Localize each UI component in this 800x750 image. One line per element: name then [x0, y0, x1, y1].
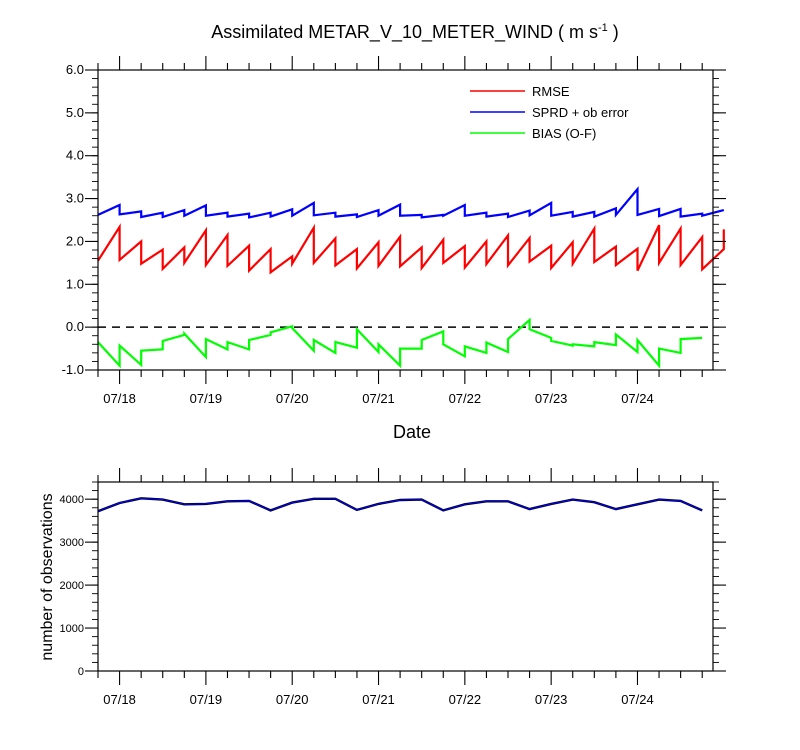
series-line-rmse — [97, 223, 725, 275]
bottom-xtick-label: 07/18 — [103, 692, 136, 707]
chart-title: Assimilated METAR_V_10_METER_WIND ( m s-… — [0, 22, 800, 43]
top-xtick-label: 07/18 — [103, 391, 136, 406]
top-xtick-label: 07/24 — [621, 391, 654, 406]
bottom-xtick-label: 07/20 — [276, 692, 309, 707]
bottom-xtick-label: 07/23 — [535, 692, 568, 707]
top-panel-ticks: 07/18 07/19 07/20 07/21 07/22 07/23 07/24 -1.0 0… — [62, 56, 726, 406]
top-xtick-label: 07/23 — [535, 391, 568, 406]
series-line-sprd — [97, 186, 725, 219]
chart-title-close: ) — [607, 22, 619, 42]
top-panel-xlabel: Date — [393, 422, 431, 442]
top-ytick-label: -1.0 — [62, 362, 84, 377]
top-xtick-label: 07/22 — [449, 391, 482, 406]
top-ytick-label: 2.0 — [66, 233, 84, 248]
bottom-panel-ticks: 07/18 07/19 07/20 07/21 07/22 07/23 07/24 0 1000… — [60, 468, 726, 707]
top-ytick-label: 0.0 — [66, 319, 84, 334]
bottom-ytick-label: 0 — [78, 666, 84, 678]
bottom-xtick-label: 07/22 — [449, 692, 482, 707]
top-ytick-label: 5.0 — [66, 105, 84, 120]
series-line-bias — [97, 317, 703, 369]
legend-label-rmse: RMSE — [532, 84, 570, 99]
bottom-ytick-label: 4000 — [60, 494, 84, 506]
chart-title-text: Assimilated METAR_V_10_METER_WIND ( m s — [211, 22, 598, 42]
top-xtick-label: 07/19 — [190, 391, 223, 406]
chart-title-exponent: -1 — [597, 22, 608, 34]
bottom-panel-ylabel: number of observations — [39, 493, 56, 660]
obs-used-line — [97, 497, 703, 512]
top-panel-frame — [97, 69, 714, 371]
top-ytick-label: 1.0 — [66, 276, 84, 291]
bottom-ytick-label: 2000 — [60, 580, 84, 592]
top-ytick-label: 4.0 — [66, 148, 84, 163]
bottom-xtick-label: 07/21 — [362, 692, 395, 707]
top-panel-marks — [97, 186, 725, 369]
top-ytick-label: 3.0 — [66, 191, 84, 206]
top-xtick-label: 07/20 — [276, 391, 309, 406]
bottom-xtick-label: 07/19 — [190, 692, 223, 707]
legend-label-bias: BIAS (O-F) — [532, 126, 596, 141]
top-xtick-label: 07/21 — [362, 391, 395, 406]
top-panel: 07/18 07/19 07/20 07/21 07/22 07/23 07/24 -1.0 0… — [62, 56, 726, 442]
top-ytick-label: 6.0 — [66, 62, 84, 77]
bottom-xtick-label: 07/24 — [621, 692, 654, 707]
bottom-ytick-label: 1000 — [60, 623, 84, 635]
bottom-panel-marks — [97, 497, 703, 513]
bottom-panel-frame — [97, 481, 714, 672]
bottom-ytick-label: 3000 — [60, 537, 84, 549]
legend: RMSE SPRD + ob error BIAS (O-F) — [470, 84, 629, 141]
bottom-panel: 07/18 07/19 07/20 07/21 07/22 07/23 07/24 0 1000… — [39, 468, 726, 707]
legend-label-sprd: SPRD + ob error — [532, 105, 629, 120]
